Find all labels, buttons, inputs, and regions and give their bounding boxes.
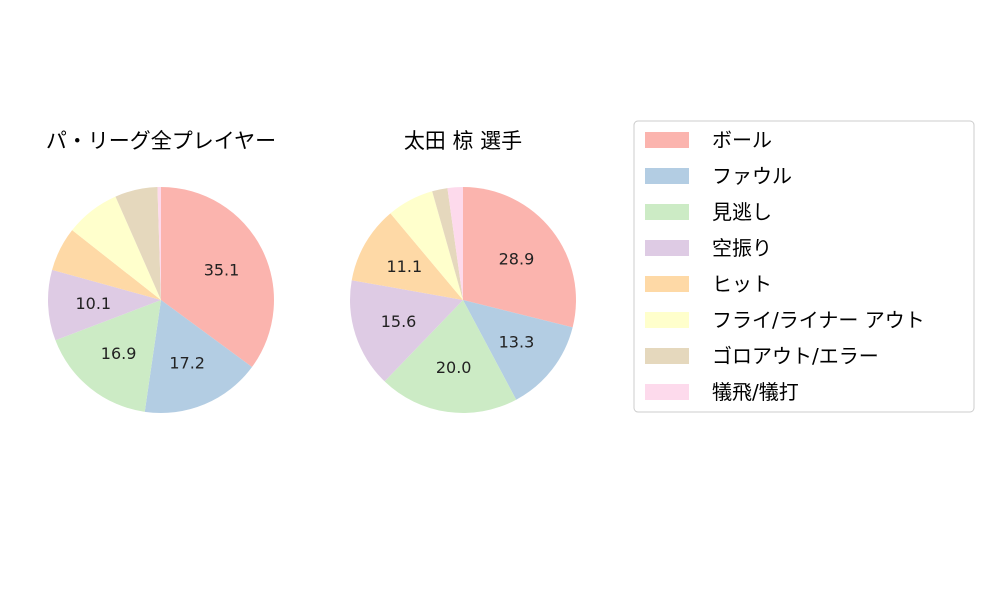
slice-value-label: 11.1 <box>387 257 423 276</box>
pie-slice <box>463 300 573 400</box>
slice-value-label: 20.0 <box>436 358 472 377</box>
legend-swatch <box>645 168 689 184</box>
legend-swatch <box>645 204 689 220</box>
slice-value-label: 15.6 <box>381 312 417 331</box>
pie-slice <box>384 300 517 413</box>
pie-slice <box>144 300 252 413</box>
legend-swatch <box>645 312 689 328</box>
legend-label: ファウル <box>712 164 792 188</box>
slice-value-label: 35.1 <box>204 260 240 279</box>
pie-slice <box>115 187 161 300</box>
legend-label: ボール <box>712 128 772 152</box>
legend-label: 見逃し <box>712 200 772 224</box>
pie-slice <box>72 196 161 300</box>
legend-label: ヒット <box>712 272 772 296</box>
legend-label: 空振り <box>712 236 772 260</box>
pie-slice <box>432 188 463 300</box>
legend-swatch <box>645 276 689 292</box>
pie-slice <box>390 191 463 300</box>
legend-swatch <box>645 348 689 364</box>
slice-value-label: 28.9 <box>499 249 535 268</box>
slice-value-label: 13.3 <box>499 333 535 352</box>
legend-frame <box>633 120 975 413</box>
pie-slice <box>351 213 463 300</box>
slice-value-label: 10.1 <box>75 294 111 313</box>
legend-swatch <box>645 240 689 256</box>
pie-slice <box>447 187 463 300</box>
pie-slice <box>55 300 161 412</box>
legend-swatch <box>645 384 689 400</box>
pie-title-player: 太田 椋 選手 <box>404 129 522 153</box>
legend-label: フライ/ライナー アウト <box>712 308 925 332</box>
pie-slice <box>52 230 161 300</box>
pie-slice <box>157 187 161 300</box>
pie-slice <box>350 280 463 382</box>
legend-swatch <box>645 132 689 148</box>
pie-slice <box>463 187 577 328</box>
pie-title-league: パ・リーグ全プレイヤー <box>46 129 276 153</box>
pie-slice <box>48 269 161 341</box>
slice-value-label: 16.9 <box>101 344 137 363</box>
slice-value-label: 17.2 <box>169 354 205 373</box>
pie-chart-league: 35.1 17.2 16.9 10.1 パ・リーグ全プレイヤー <box>46 129 276 413</box>
legend-label: 犠飛/犠打 <box>712 380 799 404</box>
pie-slice <box>161 187 274 367</box>
legend-label: ゴロアウト/エラー <box>712 344 879 368</box>
pie-chart-player: 28.9 13.3 20.0 15.6 11.1 太田 椋 選手 <box>350 129 577 413</box>
